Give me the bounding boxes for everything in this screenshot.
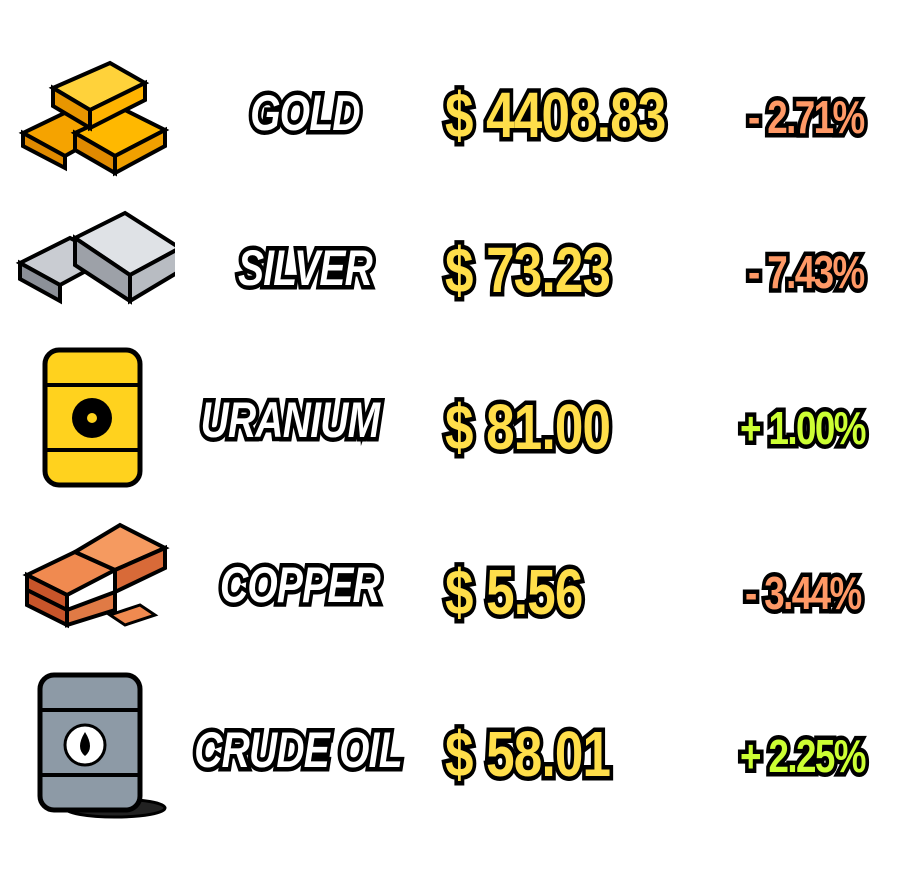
commodity-price: $ 81.00 bbox=[441, 391, 614, 464]
commodity-row-copper: COPPER $ 5.56 - 3.44% bbox=[0, 510, 921, 660]
commodity-price: $ 5.56 bbox=[441, 556, 587, 629]
copper-bars-icon bbox=[22, 522, 170, 629]
commodity-change: - 3.44% bbox=[741, 566, 865, 621]
commodity-row-silver: SILVER $ 73.23 - 7.43% bbox=[0, 193, 921, 343]
commodity-name: GOLD bbox=[247, 84, 364, 143]
commodity-name: SILVER bbox=[234, 239, 376, 298]
gold-bars-icon bbox=[18, 60, 170, 177]
commodity-name: URANIUM bbox=[197, 391, 383, 450]
commodity-price: $ 4408.83 bbox=[441, 79, 670, 152]
commodity-row-uranium: URANIUM $ 81.00 + 1.00% bbox=[0, 345, 921, 495]
commodity-row-gold: GOLD $ 4408.83 - 2.71% bbox=[0, 38, 921, 188]
commodity-change: + 1.00% bbox=[736, 401, 870, 456]
commodity-change: + 2.25% bbox=[736, 729, 870, 784]
commodity-row-crude-oil: CRUDE OIL $ 58.01 + 2.25% bbox=[0, 670, 921, 820]
commodity-price: $ 73.23 bbox=[441, 234, 614, 307]
oil-barrel-icon bbox=[37, 672, 167, 819]
commodity-change: - 2.71% bbox=[744, 90, 868, 145]
commodity-name: COPPER bbox=[216, 556, 384, 615]
radioactive-barrel-icon bbox=[42, 347, 143, 488]
commodity-name: CRUDE OIL bbox=[191, 721, 406, 780]
silver-bars-icon bbox=[15, 210, 175, 305]
commodity-price: $ 58.01 bbox=[441, 718, 614, 791]
commodity-change: - 7.43% bbox=[744, 245, 868, 300]
